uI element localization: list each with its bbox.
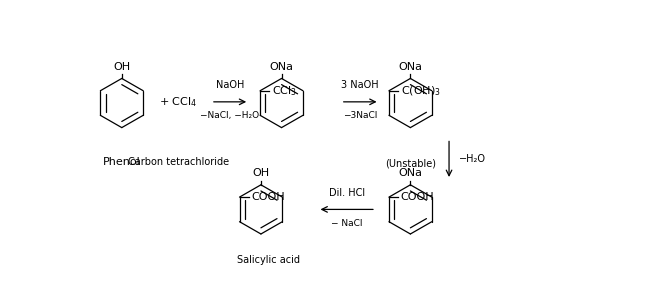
- Text: Phenol: Phenol: [103, 157, 141, 167]
- Text: + CCl$_4$: + CCl$_4$: [160, 95, 198, 109]
- Text: (Unstable): (Unstable): [385, 158, 436, 168]
- Text: OH: OH: [252, 168, 269, 178]
- Text: CCl$_3$: CCl$_3$: [272, 84, 297, 98]
- Text: NaOH: NaOH: [216, 80, 244, 90]
- Text: −3NaCl: −3NaCl: [343, 111, 377, 120]
- Text: Dil. HCl: Dil. HCl: [329, 188, 365, 198]
- Text: −NaCl, −H₂O: −NaCl, −H₂O: [200, 111, 259, 120]
- Text: OH: OH: [113, 62, 130, 72]
- Text: COOH: COOH: [401, 192, 434, 202]
- Text: ONa: ONa: [269, 62, 293, 72]
- Text: COOH: COOH: [251, 192, 285, 202]
- Text: Carbon tetrachloride: Carbon tetrachloride: [128, 157, 229, 167]
- Text: −H₂O: −H₂O: [460, 154, 486, 164]
- Text: ONa: ONa: [398, 62, 422, 72]
- Text: − NaCl: − NaCl: [331, 219, 362, 228]
- Text: C(OH)$_3$: C(OH)$_3$: [401, 84, 441, 98]
- Text: Salicylic acid: Salicylic acid: [237, 255, 300, 265]
- Text: ONa: ONa: [398, 168, 422, 178]
- Text: 3 NaOH: 3 NaOH: [341, 80, 379, 90]
